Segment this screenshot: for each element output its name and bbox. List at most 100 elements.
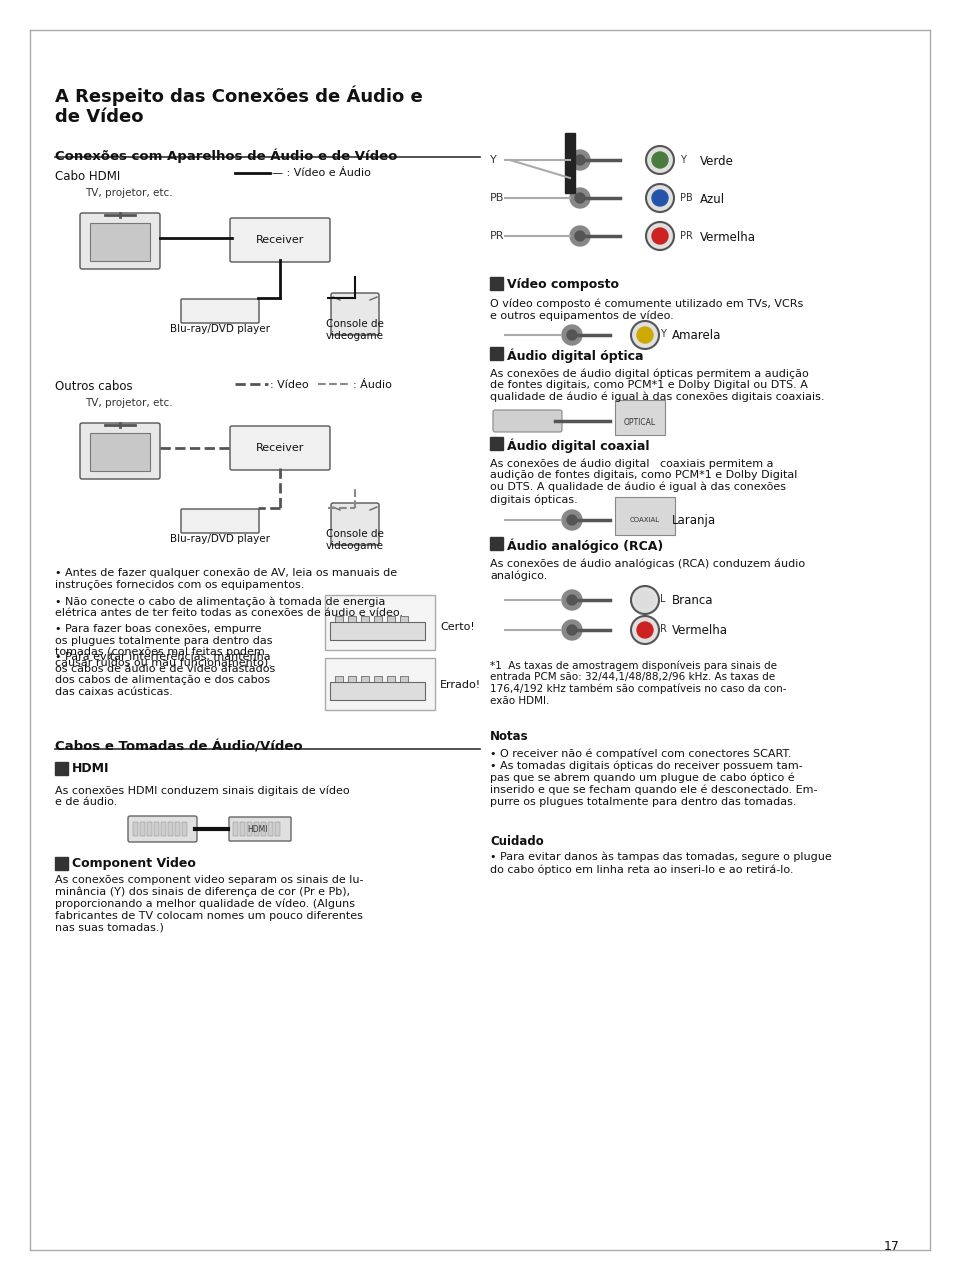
Text: R: R [660, 625, 667, 634]
Bar [182, 822, 187, 836]
Circle shape [575, 230, 585, 241]
Text: L: L [660, 594, 665, 604]
Text: Áudio digital coaxial: Áudio digital coaxial [507, 438, 650, 453]
Bar [275, 822, 280, 836]
Bar [565, 133, 575, 193]
Circle shape [646, 184, 674, 212]
Text: Receiver: Receiver [255, 236, 304, 244]
Bar [240, 822, 245, 836]
Text: Y: Y [660, 329, 666, 339]
Bar [55, 858, 68, 870]
Text: Console de
videogame: Console de videogame [326, 529, 384, 550]
Text: PB: PB [680, 193, 693, 204]
Text: Notas: Notas [490, 730, 529, 742]
Text: Cabo HDMI: Cabo HDMI [55, 170, 120, 183]
Circle shape [631, 586, 659, 614]
Text: HDMI: HDMI [72, 762, 109, 774]
Text: Amarela: Amarela [672, 329, 721, 342]
Bar [615, 399, 665, 435]
Text: : Vídeo: : Vídeo [270, 380, 308, 390]
Text: Console de
videogame: Console de videogame [326, 319, 384, 340]
Circle shape [562, 325, 582, 346]
Bar [90, 433, 150, 471]
Circle shape [637, 591, 653, 608]
Bar [325, 595, 435, 650]
Text: As conexões de áudio analógicas (RCA) conduzem áudio
analógico.: As conexões de áudio analógicas (RCA) co… [490, 558, 805, 581]
Circle shape [646, 221, 674, 250]
Circle shape [570, 227, 590, 246]
FancyBboxPatch shape [80, 422, 160, 479]
Bar [361, 676, 369, 682]
Bar [247, 822, 252, 836]
Text: 17: 17 [884, 1240, 900, 1253]
Bar [254, 822, 259, 836]
Text: As conexões component video separam os sinais de lu-
minância (Y) dos sinais de : As conexões component video separam os s… [55, 876, 364, 933]
FancyBboxPatch shape [230, 218, 330, 262]
Text: Laranja: Laranja [672, 515, 716, 527]
Text: *1  As taxas de amostragem disponíveis para sinais de
entrada PCM são: 32/44,1/4: *1 As taxas de amostragem disponíveis pa… [490, 660, 786, 705]
Bar [387, 616, 395, 622]
Bar [615, 497, 675, 535]
Text: • Para evitar danos às tampas das tomadas, segure o plugue
do cabo óptico em lin: • Para evitar danos às tampas das tomada… [490, 852, 831, 874]
Bar [400, 616, 408, 622]
FancyBboxPatch shape [128, 817, 197, 842]
FancyBboxPatch shape [493, 410, 562, 433]
Text: TV, projetor, etc.: TV, projetor, etc. [85, 398, 173, 408]
Text: Conexões com Aparelhos de Áudio e de Vídeo: Conexões com Aparelhos de Áudio e de Víd… [55, 148, 397, 163]
Text: Certo!: Certo! [440, 622, 475, 632]
Bar [233, 822, 238, 836]
Text: PR: PR [680, 230, 693, 241]
Bar [335, 616, 343, 622]
Bar [154, 822, 159, 836]
FancyBboxPatch shape [80, 212, 160, 269]
Text: Vermelha: Vermelha [700, 230, 756, 244]
FancyBboxPatch shape [331, 503, 379, 545]
Text: Branca: Branca [672, 594, 713, 607]
Bar [490, 276, 503, 291]
Text: Blu-ray/DVD player: Blu-ray/DVD player [170, 534, 270, 544]
Text: Outros cabos: Outros cabos [55, 380, 132, 393]
Circle shape [562, 509, 582, 530]
Circle shape [637, 326, 653, 343]
Text: OPTICAL: OPTICAL [624, 419, 656, 428]
Bar [330, 622, 425, 640]
Circle shape [567, 595, 577, 605]
Bar [490, 347, 503, 360]
Bar [361, 616, 369, 622]
Circle shape [570, 150, 590, 170]
Text: PB: PB [490, 193, 504, 204]
Text: Y: Y [490, 155, 496, 165]
Text: Vídeo composto: Vídeo composto [507, 278, 619, 291]
Circle shape [567, 330, 577, 340]
Text: • Para evitar interferências, mantenha
os cabos de áudio e de vídeo afastados
do: • Para evitar interferências, mantenha o… [55, 652, 276, 696]
Text: As conexões de áudio digital ópticas permitem a audição
de fontes digitais, como: As conexões de áudio digital ópticas per… [490, 369, 825, 402]
Text: Vermelha: Vermelha [672, 625, 728, 637]
Circle shape [646, 146, 674, 174]
Text: As conexões de áudio digital   coaxiais permitem a
audição de fontes digitais, c: As conexões de áudio digital coaxiais pe… [490, 458, 798, 504]
Text: • Não conecte o cabo de alimentação à tomada de energia
elétrica antes de ter fe: • Não conecte o cabo de alimentação à to… [55, 596, 403, 618]
Bar [268, 822, 273, 836]
Text: • Antes de fazer qualquer conexão de AV, leia os manuais de
instruções fornecido: • Antes de fazer qualquer conexão de AV,… [55, 568, 397, 590]
Bar [175, 822, 180, 836]
Text: Cabos e Tomadas de Áudio/Vídeo: Cabos e Tomadas de Áudio/Vídeo [55, 740, 302, 753]
Text: PR: PR [490, 230, 505, 241]
Circle shape [652, 152, 668, 168]
Circle shape [570, 188, 590, 209]
Bar [374, 616, 382, 622]
FancyBboxPatch shape [331, 293, 379, 335]
Text: • O receiver não é compatível com conectores SCART.
• As tomadas digitais óptica: • O receiver não é compatível com conect… [490, 748, 818, 806]
Text: Cuidado: Cuidado [490, 835, 543, 849]
FancyBboxPatch shape [229, 817, 291, 841]
Text: A Respeito das Conexões de Áudio e
de Vídeo: A Respeito das Conexões de Áudio e de Ví… [55, 84, 422, 127]
Bar [161, 822, 166, 836]
Circle shape [567, 515, 577, 525]
Bar [90, 223, 150, 261]
Circle shape [567, 625, 577, 635]
Bar [330, 682, 425, 700]
Circle shape [631, 321, 659, 349]
Text: Áudio digital óptica: Áudio digital óptica [507, 348, 643, 362]
Circle shape [562, 590, 582, 611]
Text: COAXIAL: COAXIAL [630, 517, 660, 524]
FancyBboxPatch shape [181, 509, 259, 532]
Text: : Áudio: : Áudio [353, 380, 392, 390]
